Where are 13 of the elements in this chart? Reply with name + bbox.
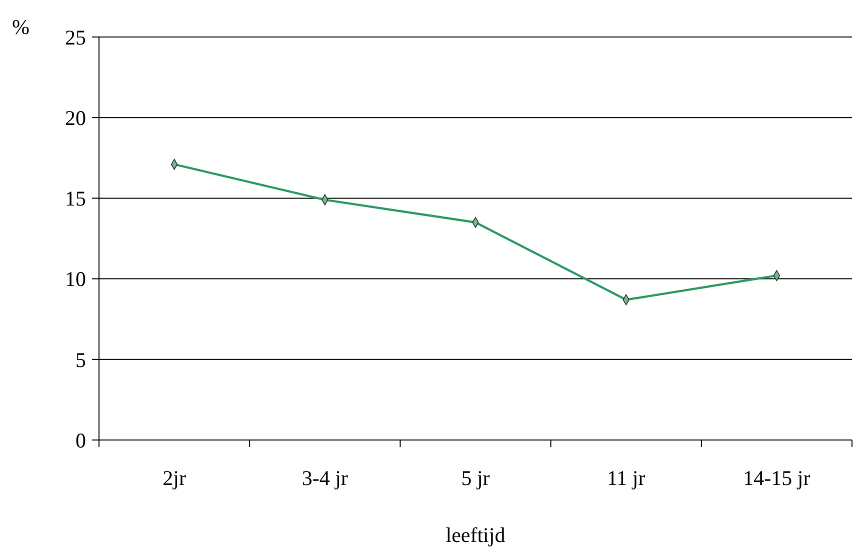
x-axis-title: leeftijd [446, 523, 506, 547]
y-tick-label: 25 [65, 25, 86, 50]
x-tick-label: 11 jr [606, 466, 646, 490]
y-tick-label: 15 [65, 186, 86, 211]
x-tick-label: 2jr [162, 466, 186, 490]
y-tick-label: 10 [65, 267, 86, 292]
y-tick-label: 5 [76, 348, 86, 372]
x-tick-label: 14-15 jr [743, 466, 810, 490]
x-tick-label: 3-4 jr [302, 466, 348, 490]
y-tick-label: 20 [65, 106, 86, 130]
y-tick-label: 0 [76, 428, 86, 452]
x-tick-label: 5 jr [461, 466, 490, 490]
y-axis-title: % [12, 15, 30, 39]
